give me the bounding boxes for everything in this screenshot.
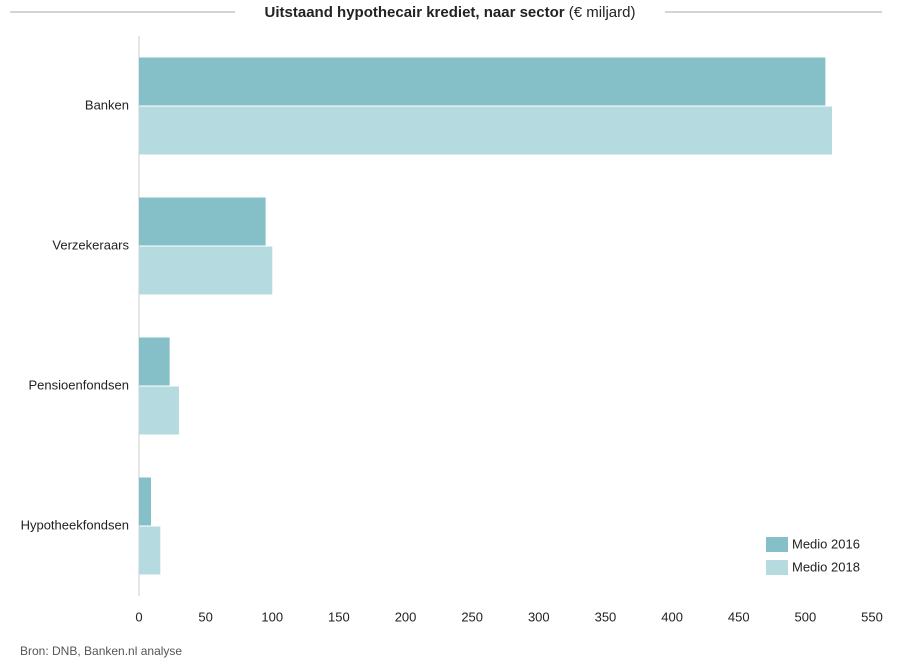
y-tick-label: Banken bbox=[85, 97, 129, 112]
x-tick-label: 300 bbox=[528, 609, 550, 624]
bar bbox=[139, 106, 833, 155]
x-tick-label: 100 bbox=[261, 609, 283, 624]
bar bbox=[139, 477, 151, 526]
x-tick-label: 450 bbox=[728, 609, 750, 624]
x-tick-label: 400 bbox=[661, 609, 683, 624]
x-tick-label: 550 bbox=[861, 609, 883, 624]
y-tick-label: Pensioenfondsen bbox=[29, 377, 129, 392]
chart-title: Uitstaand hypothecair krediet, naar sect… bbox=[265, 4, 636, 21]
bar bbox=[139, 526, 161, 575]
bar bbox=[139, 197, 266, 246]
x-tick-label: 200 bbox=[395, 609, 417, 624]
legend-swatch bbox=[766, 560, 788, 575]
bar bbox=[139, 337, 170, 386]
y-tick-label: Verzekeraars bbox=[52, 237, 129, 252]
legend-swatch bbox=[766, 537, 788, 552]
title-main: Uitstaand hypothecair krediet, naar sect… bbox=[265, 4, 565, 21]
legend-label: Medio 2018 bbox=[792, 559, 860, 574]
bar bbox=[139, 246, 273, 295]
x-tick-label: 350 bbox=[595, 609, 617, 624]
x-tick-label: 500 bbox=[795, 609, 817, 624]
title-unit: (€ miljard) bbox=[569, 4, 636, 21]
x-tick-label: 50 bbox=[198, 609, 212, 624]
x-tick-label: 0 bbox=[135, 609, 142, 624]
x-tick-label: 250 bbox=[461, 609, 483, 624]
bar bbox=[139, 57, 826, 106]
bar bbox=[139, 386, 179, 435]
legend-label: Medio 2016 bbox=[792, 536, 860, 551]
x-tick-label: 150 bbox=[328, 609, 350, 624]
source: Bron: DNB, Banken.nl analyse bbox=[20, 644, 182, 658]
y-tick-label: Hypotheekfondsen bbox=[21, 517, 129, 532]
